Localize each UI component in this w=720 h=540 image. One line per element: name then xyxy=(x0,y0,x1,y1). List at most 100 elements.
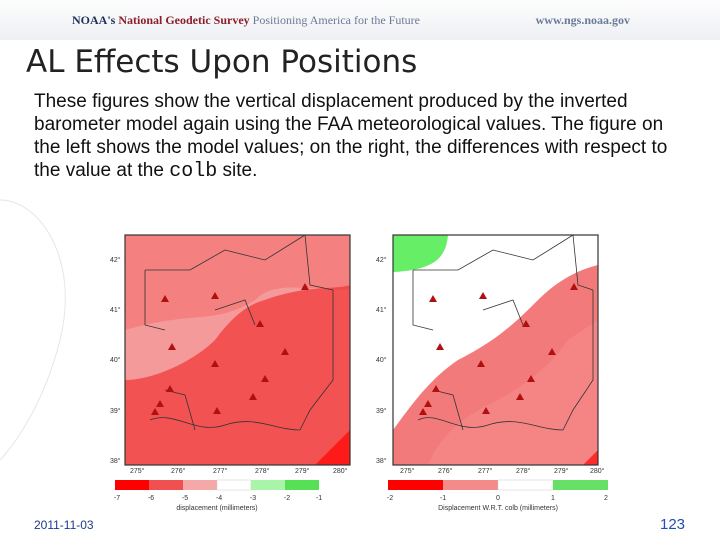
left-displacement-map: 42° 41° 40° 39° 38° 275° 276° 277° 278° … xyxy=(110,234,351,512)
site-marker xyxy=(424,400,432,407)
site-marker xyxy=(477,360,485,367)
slide-title: AL Effects Upon Positions xyxy=(26,44,418,80)
scale-tick: -1 xyxy=(440,495,446,502)
scale-tick: -1 xyxy=(316,495,322,502)
lon-label: 276° xyxy=(171,467,186,475)
scale-tick: -5 xyxy=(182,495,188,502)
lat-label: 39° xyxy=(376,407,387,415)
right-displacement-map: 42° 41° 40° 39° 38° 275° 276° 277° 278° … xyxy=(376,234,608,512)
scale-swatch xyxy=(216,479,252,491)
scale-tick: -3 xyxy=(250,495,256,502)
site-marker xyxy=(522,320,530,327)
site-marker xyxy=(249,393,257,400)
scale-swatch xyxy=(149,480,183,490)
site-marker xyxy=(161,295,169,302)
right-color-scale: -2 -1 0 1 2 Displacement W.R.T. colb (mi… xyxy=(387,479,608,512)
site-marker xyxy=(151,408,159,415)
right-map-lat-labels: 42° 41° 40° 39° 38° xyxy=(376,256,387,465)
scale-tick: -6 xyxy=(148,495,154,502)
scale-swatch xyxy=(553,480,608,490)
website-url: www.ngs.noaa.gov xyxy=(535,13,630,27)
site-marker xyxy=(213,407,221,414)
left-map-borders xyxy=(124,234,351,466)
body-text-part2: site. xyxy=(217,160,258,181)
scale-tick: 2 xyxy=(604,495,608,502)
slide-header: NOAA's National Geodetic Survey Position… xyxy=(0,0,720,40)
ngs-label: National Geodetic Survey xyxy=(118,13,250,27)
site-marker xyxy=(432,385,440,392)
lon-label: 275° xyxy=(130,467,145,475)
right-map-contours xyxy=(393,235,598,465)
lat-label: 42° xyxy=(110,256,121,264)
site-marker xyxy=(168,343,176,350)
scale-caption: displacement (millimeters) xyxy=(176,505,257,512)
left-color-scale: -7 -6 -5 -4 -3 -2 -1 displacement (milli… xyxy=(114,479,322,512)
lon-label: 279° xyxy=(295,467,310,475)
lat-label: 38° xyxy=(110,457,121,465)
scale-swatch xyxy=(497,479,554,491)
site-marker xyxy=(548,348,556,355)
site-marker xyxy=(419,408,427,415)
right-map-lon-labels: 275° 276° 277° 278° 279° 280° xyxy=(400,467,605,475)
header-branding: NOAA's National Geodetic Survey Position… xyxy=(72,13,420,28)
site-marker xyxy=(482,407,490,414)
scale-caption: Displacement W.R.T. colb (millimeters) xyxy=(438,505,558,512)
footer-date: 2011-11-03 xyxy=(34,518,94,532)
scale-tick: -2 xyxy=(387,495,393,502)
scale-tick: 1 xyxy=(551,495,555,502)
tagline: Positioning America for the Future xyxy=(252,13,420,27)
scale-swatch xyxy=(115,480,149,490)
slide-body-text: These figures show the vertical displace… xyxy=(34,90,694,183)
scale-swatch xyxy=(183,480,217,490)
site-marker xyxy=(479,292,487,299)
site-marker xyxy=(570,283,578,290)
left-map-contours xyxy=(125,235,350,465)
scale-swatch xyxy=(443,480,498,490)
lon-label: 276° xyxy=(438,467,453,475)
site-marker xyxy=(261,375,269,382)
site-marker xyxy=(281,348,289,355)
site-marker xyxy=(436,343,444,350)
site-marker xyxy=(156,400,164,407)
right-map-sites xyxy=(419,283,578,415)
site-marker xyxy=(211,360,219,367)
page-number: 123 xyxy=(660,516,686,533)
scale-swatch xyxy=(251,480,285,490)
site-code: colb xyxy=(169,160,218,183)
scale-tick: 0 xyxy=(496,495,500,502)
site-marker xyxy=(211,292,219,299)
lat-label: 38° xyxy=(376,457,387,465)
lon-label: 280° xyxy=(590,467,605,475)
site-marker xyxy=(166,385,174,392)
scale-swatch xyxy=(285,480,319,490)
site-marker xyxy=(527,375,535,382)
site-marker xyxy=(429,295,437,302)
site-marker xyxy=(516,393,524,400)
lon-label: 278° xyxy=(516,467,531,475)
lon-label: 278° xyxy=(255,467,270,475)
site-marker xyxy=(301,283,309,290)
lon-label: 279° xyxy=(554,467,569,475)
lat-label: 40° xyxy=(376,356,387,364)
lon-label: 277° xyxy=(213,467,228,475)
scale-swatch xyxy=(388,480,443,490)
noaa-label: NOAA's xyxy=(72,13,116,27)
scale-tick: -4 xyxy=(216,495,222,502)
right-map-borders xyxy=(392,234,599,466)
scale-tick: -7 xyxy=(114,495,120,502)
left-map-lon-labels: 275° 276° 277° 278° 279° 280° xyxy=(130,467,348,475)
lat-label: 39° xyxy=(110,407,121,415)
lat-label: 41° xyxy=(110,306,121,314)
scale-tick: -2 xyxy=(284,495,290,502)
lon-label: 277° xyxy=(478,467,493,475)
lon-label: 280° xyxy=(333,467,348,475)
lat-label: 42° xyxy=(376,256,387,264)
lon-label: 275° xyxy=(400,467,415,475)
left-map-lat-labels: 42° 41° 40° 39° 38° xyxy=(110,256,121,465)
lat-label: 41° xyxy=(376,306,387,314)
body-text-part1: These figures show the vertical displace… xyxy=(34,91,668,181)
left-map-sites xyxy=(151,283,309,415)
lat-label: 40° xyxy=(110,356,121,364)
site-marker xyxy=(256,320,264,327)
